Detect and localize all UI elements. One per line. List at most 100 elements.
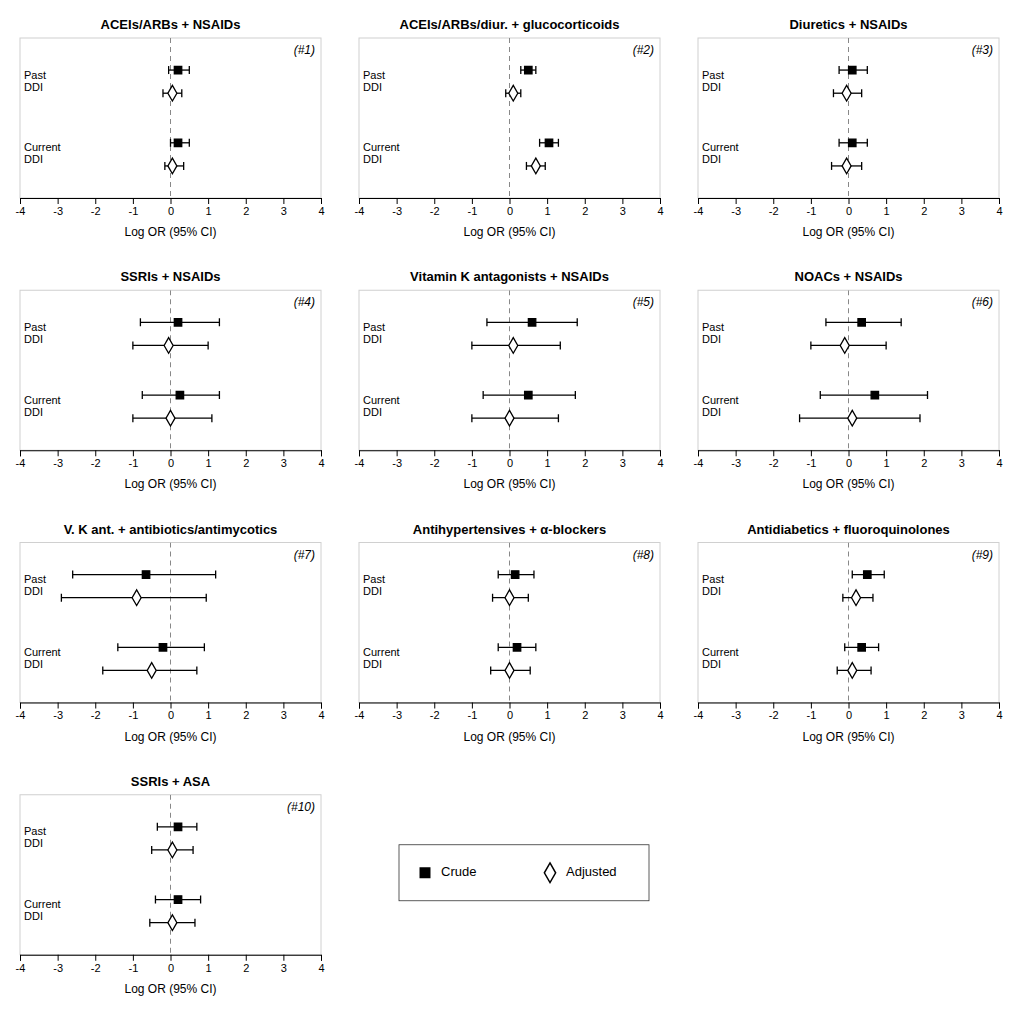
x-tick-mark [811,450,812,456]
error-cap [558,414,559,422]
x-tick-label: 2 [921,205,927,217]
x-tick-label: 4 [657,457,663,469]
legend-marker [544,863,555,883]
error-cap [526,162,527,170]
x-tick-mark [397,198,398,204]
x-tick: 3 [620,450,626,469]
x-axis-line [21,199,322,205]
point-estimate [174,66,181,73]
annotation: (#3) [972,43,993,57]
x-tick-mark [171,198,172,204]
x-tick-label: 2 [582,205,588,217]
x-tick: -4 [355,450,365,469]
x-tick-mark [547,703,548,709]
error-cap [219,391,220,399]
panel-title: Diuretics + NSAIDs [789,17,907,32]
x-tick-mark [95,198,96,204]
x-tick: 3 [281,450,287,469]
error-cap [838,139,839,147]
error-cap [528,594,529,602]
category-label: CurrentDDI [702,394,739,418]
error-cap [151,846,152,854]
x-tick-label: 0 [168,962,174,974]
x-tick: -3 [53,703,63,722]
x-tick-mark [208,955,209,961]
x-tick: 1 [206,450,212,469]
marks [472,290,577,450]
legend-box [399,845,649,901]
x-tick-mark [510,703,511,709]
x-tick-label: -3 [53,457,63,469]
x-axis-line [699,451,1000,457]
error-cap [867,139,868,147]
x-tick: -1 [467,450,477,469]
x-tick-mark [20,955,21,961]
x-tick-label: -2 [91,457,101,469]
panel: -4-3-2-101234Log OR (95% CI)PastDDICurre… [694,38,1003,239]
x-tick: -3 [53,955,63,974]
x-tick: 3 [959,198,965,217]
plot-frame [359,543,660,703]
plot-frame [698,290,999,450]
x-tick-mark [208,703,209,709]
x-axis-title: Log OR (95% CI) [463,477,555,491]
error-cap [831,162,832,170]
x-tick-label: 4 [318,457,324,469]
error-cap [196,823,197,831]
x-axis: -4-3-2-101234 [16,198,325,217]
x-tick-mark [622,703,623,709]
point-estimate [174,139,181,146]
x-tick: 0 [846,703,852,722]
marks [163,38,189,198]
error-cap [842,594,843,602]
x-tick: 3 [959,703,965,722]
x-axis: -4-3-2-101234 [355,450,664,469]
x-tick: -4 [355,198,365,217]
x-tick-mark [547,198,548,204]
x-tick: -1 [467,703,477,722]
x-tick-label: -2 [430,457,440,469]
point-estimate [174,823,181,830]
error-cap [168,66,169,74]
error-cap [157,823,158,831]
point-estimate [505,410,514,426]
error-cap [471,341,472,349]
x-tick-label: -4 [16,205,26,217]
plot-frame [698,38,999,198]
category-label: CurrentDDI [363,646,400,670]
x-tick: -4 [16,198,26,217]
point-estimate [168,915,177,931]
x-axis-title: Log OR (95% CI) [802,730,894,744]
error-cap [219,318,220,326]
x-tick-label: 3 [959,205,965,217]
x-tick-mark [510,450,511,456]
x-tick-label: 0 [507,205,513,217]
error-cap [852,571,853,579]
category-label: CurrentDDI [363,141,400,165]
annotation: (#6) [972,295,993,309]
error-cap [927,391,928,399]
point-estimate [159,644,166,651]
category-label: CurrentDDI [24,898,61,922]
category-label: CurrentDDI [363,394,400,418]
point-estimate [525,66,532,73]
x-tick: -4 [694,198,704,217]
x-tick: -4 [694,703,704,722]
x-tick-mark [95,703,96,709]
x-tick: 3 [281,955,287,974]
category-label: CurrentDDI [702,646,739,670]
x-tick-label: -3 [731,205,741,217]
x-tick-label: 3 [959,457,965,469]
x-tick: -3 [53,450,63,469]
x-axis-line [360,451,661,457]
x-tick-mark [246,198,247,204]
x-tick-label: 2 [243,457,249,469]
x-tick-mark [472,198,473,204]
category-label: CurrentDDI [702,141,739,165]
x-tick: -2 [91,198,101,217]
error-cap [72,571,73,579]
x-tick-label: -4 [694,709,704,721]
x-tick-label: -1 [467,709,477,721]
plot-frame [20,795,321,955]
error-cap [132,414,133,422]
